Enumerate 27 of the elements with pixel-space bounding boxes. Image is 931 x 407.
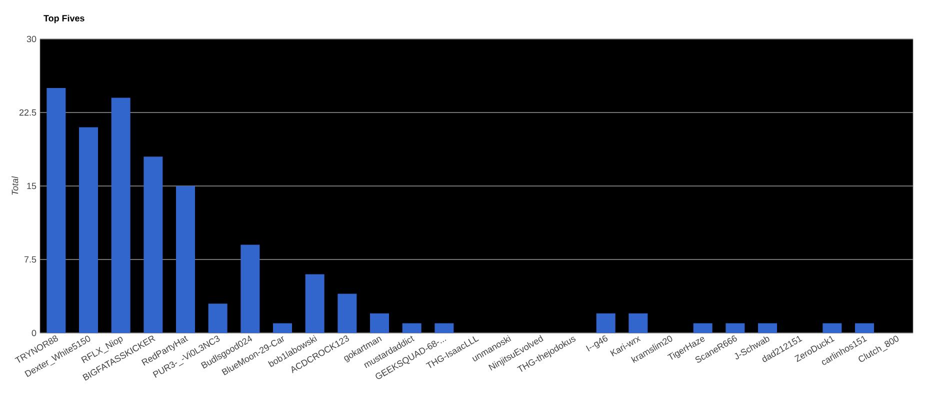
bar: [855, 323, 874, 333]
bar: [46, 88, 66, 333]
bar: [305, 274, 324, 333]
bar: [240, 244, 260, 333]
bar: [726, 323, 745, 333]
bar: [402, 323, 422, 333]
bar: [370, 313, 390, 333]
y-tick-label: 15: [27, 182, 36, 190]
bar: [758, 323, 778, 333]
bar: [822, 323, 842, 333]
bar: [111, 98, 130, 333]
y-tick-label: 30: [26, 36, 36, 42]
bar: [628, 313, 648, 333]
y-tick-label: 7.5: [24, 256, 36, 263]
bar: [79, 127, 98, 333]
bar: [693, 323, 712, 333]
bar: [208, 304, 228, 333]
bar: [434, 323, 454, 333]
y-tick-label: 22.5: [19, 109, 36, 116]
bar: [338, 294, 357, 333]
bar: [176, 186, 196, 333]
y-axis-title: Total: [12, 176, 18, 195]
bar: [273, 323, 292, 333]
bar: [596, 313, 616, 333]
bar: [144, 156, 163, 333]
y-tick-label: 0: [32, 330, 36, 336]
chart-title: Top Fives: [44, 14, 84, 24]
